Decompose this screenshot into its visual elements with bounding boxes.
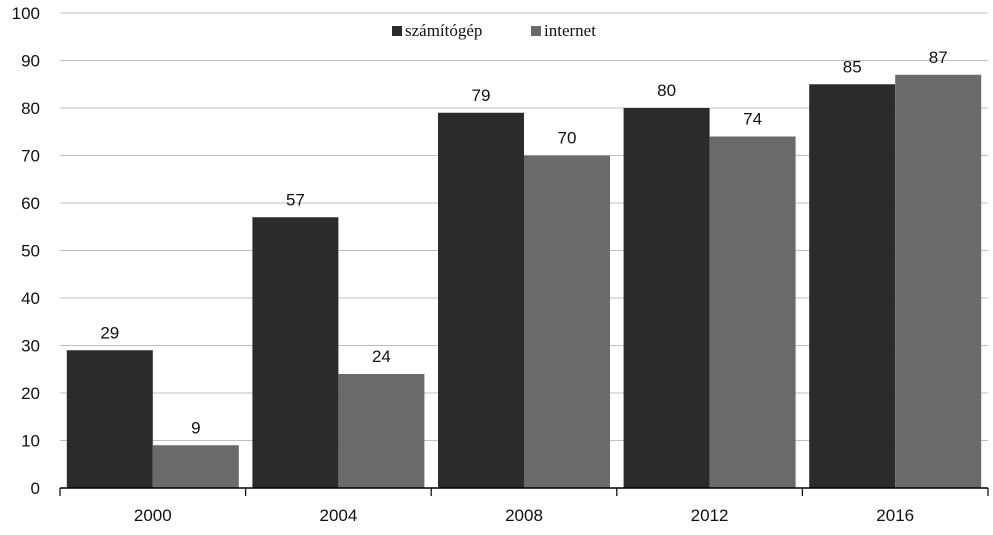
bar-internet	[152, 445, 239, 488]
data-label: 57	[286, 190, 305, 209]
data-labels: 29 9 57 24 79 70 80 74 85 87	[100, 48, 947, 438]
data-label: 29	[100, 323, 119, 342]
bar-szamitogep	[623, 108, 710, 488]
y-tick-label: 0	[31, 479, 40, 498]
x-tick-label: 2012	[691, 506, 729, 525]
x-tick-label: 2000	[134, 506, 172, 525]
legend-label: internet	[544, 21, 596, 40]
data-label: 80	[657, 81, 676, 100]
legend-swatch	[531, 26, 541, 36]
data-label: 87	[929, 48, 948, 67]
y-tick-label: 20	[21, 384, 40, 403]
y-tick-label: 30	[21, 337, 40, 356]
data-label: 24	[372, 347, 391, 366]
y-tick-label: 10	[21, 432, 40, 451]
bar-szamitogep	[252, 217, 339, 488]
bars	[66, 74, 982, 488]
y-tick-label: 80	[21, 99, 40, 118]
bar-internet	[895, 74, 982, 488]
axes: 0 10 20 30 40 50 60 70 80 90 100 2000 2004 2008 2012 20…	[12, 4, 989, 525]
bar-szamitogep	[438, 112, 524, 488]
data-label: 79	[472, 86, 491, 105]
legend-label: számítógép	[405, 21, 482, 40]
y-tick-label: 90	[21, 52, 40, 71]
legend: számítógép internet	[392, 21, 596, 40]
x-tick-label: 2004	[319, 506, 357, 525]
y-tick-label: 60	[21, 194, 40, 213]
data-label: 85	[843, 57, 862, 76]
data-label: 70	[558, 129, 577, 148]
bar-internet	[524, 155, 610, 488]
y-tick-label: 50	[21, 242, 40, 261]
legend-swatch	[392, 26, 402, 36]
y-tick-label: 70	[21, 147, 40, 166]
x-tick-label: 2008	[505, 506, 543, 525]
x-tick-label: 2016	[876, 506, 914, 525]
y-tick-label: 40	[21, 289, 40, 308]
data-label: 9	[191, 418, 200, 437]
y-tick-label: 100	[12, 4, 40, 23]
bar-internet	[338, 374, 425, 488]
bar-szamitogep	[66, 350, 153, 488]
bar-internet	[709, 136, 796, 488]
data-label: 74	[743, 110, 762, 129]
bar-szamitogep	[809, 84, 896, 488]
